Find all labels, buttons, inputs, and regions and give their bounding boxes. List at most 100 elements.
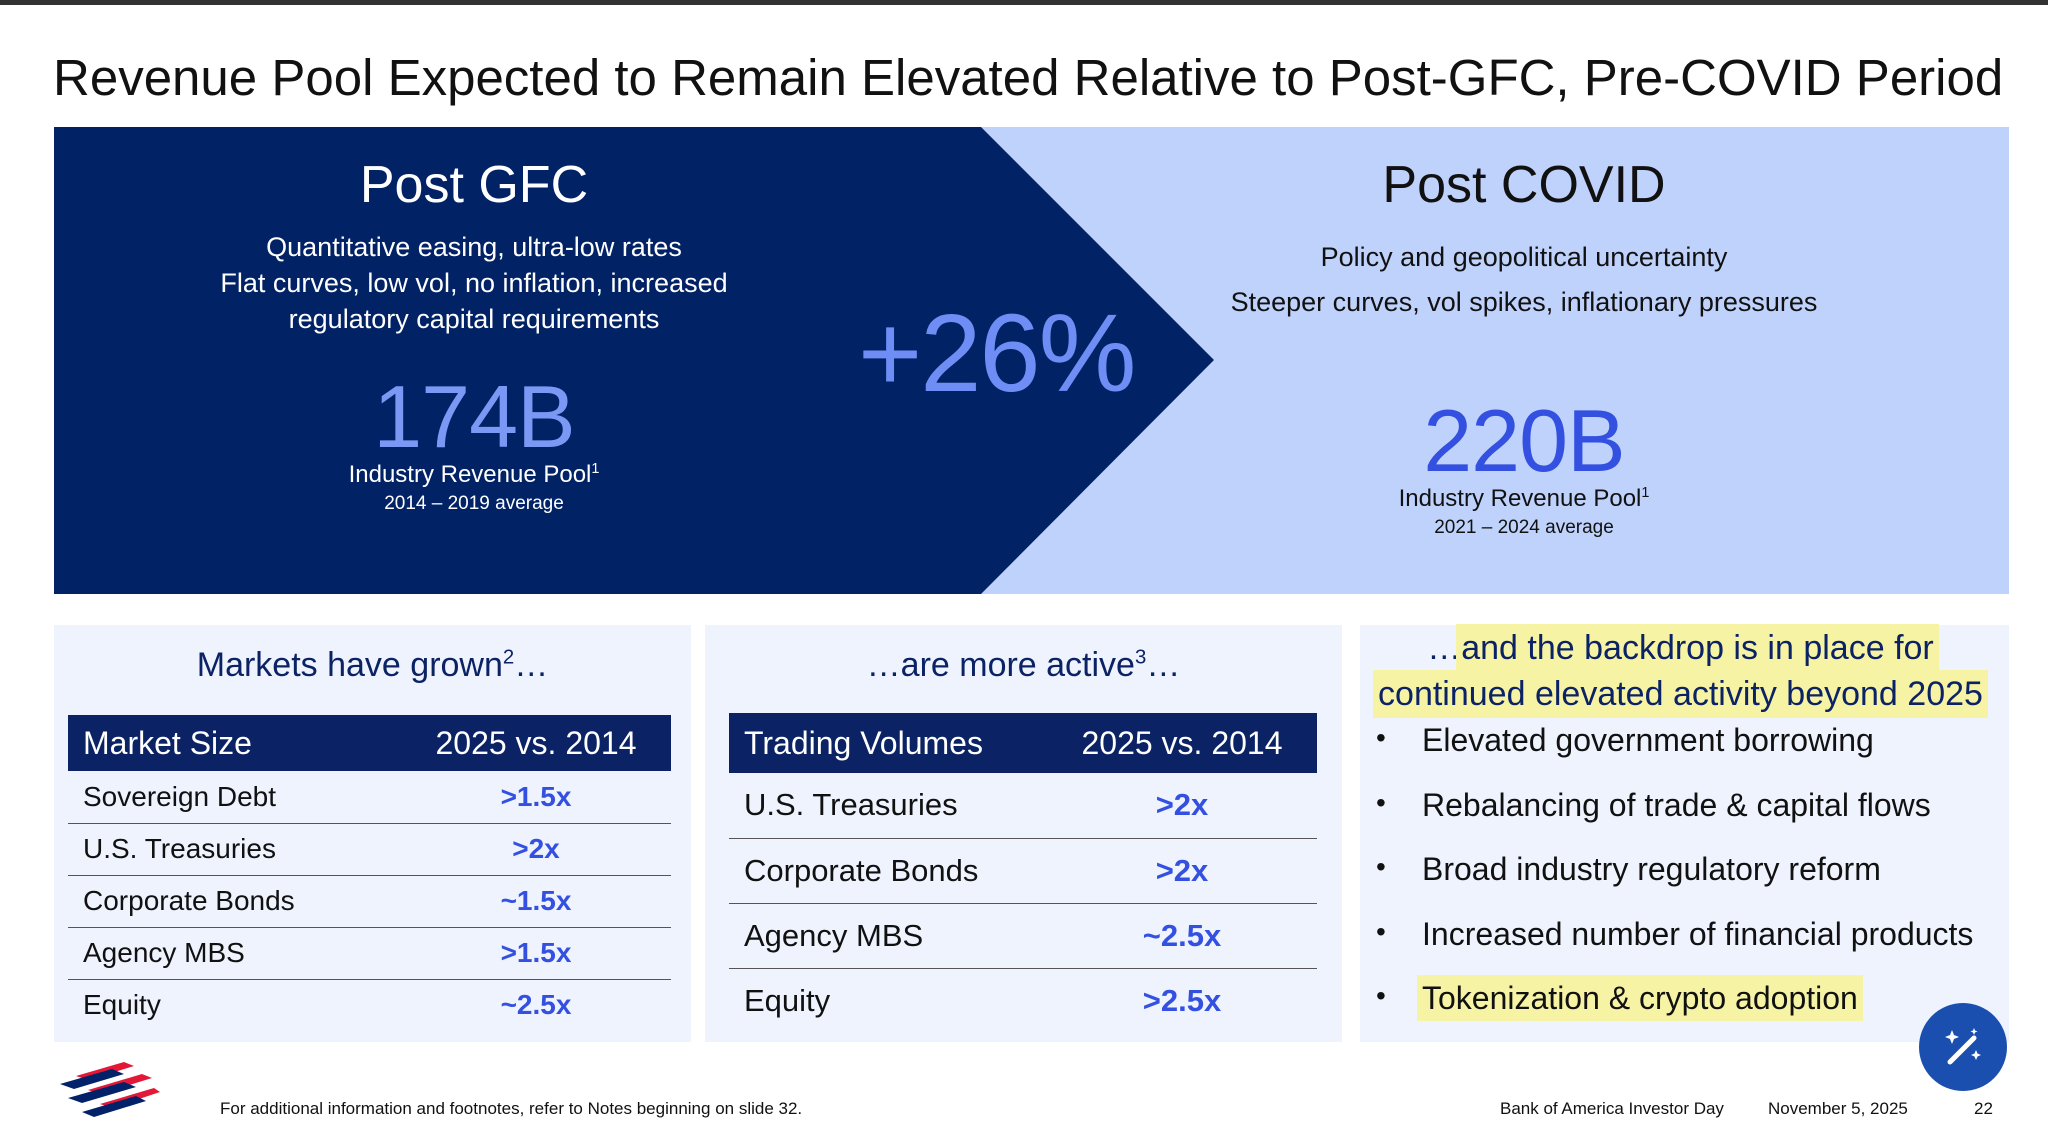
volume-growth-value: >2x — [1047, 773, 1317, 839]
post-gfc-section: Post GFC Quantitative easing, ultra-low … — [54, 155, 894, 515]
pool-label-text: Industry Revenue Pool — [348, 461, 592, 488]
market-name: Corporate Bonds — [68, 875, 401, 928]
volume-growth-value: >2x — [1047, 838, 1317, 904]
list-item: • Tokenization & crypto adoption — [1365, 980, 1973, 1045]
post-gfc-desc-line: Quantitative easing, ultra-low rates — [266, 232, 682, 262]
markets-grown-panel: Markets have grown2… Market Size 2025 vs… — [54, 625, 691, 1042]
post-gfc-title: Post GFC — [359, 156, 589, 214]
magic-wand-icon — [1945, 1028, 1981, 1065]
presentation-date: November 5, 2025 — [1768, 1099, 1908, 1118]
post-covid-section: Post COVID Policy and geopolitical uncer… — [1064, 155, 1984, 539]
table-row: Equity >2.5x — [729, 968, 1317, 1033]
post-covid-description: Policy and geopolitical uncertainty Stee… — [1064, 235, 1984, 325]
list-item: • Rebalancing of trade & capital flows — [1365, 787, 1973, 852]
panel-title-suffix: … — [514, 646, 549, 684]
market-growth-value: >1.5x — [401, 771, 671, 824]
list-item: • Broad industry regulatory reform — [1365, 851, 1973, 916]
instrument-name: Equity — [744, 982, 831, 1018]
title-prefix: … — [1427, 629, 1462, 667]
table-row: Corporate Bonds ~1.5x — [68, 875, 671, 928]
table-row: Agency MBS ~2.5x — [729, 903, 1317, 969]
backdrop-title-line: …and the backdrop is in place for — [1356, 625, 2005, 671]
post-covid-revenue-value: 220B — [1423, 391, 1626, 490]
market-size-table: Market Size 2025 vs. 2014 Sovereign Debt… — [68, 715, 671, 1031]
more-active-panel: …are more active3… Trading Volumes 2025 … — [705, 625, 1342, 1042]
bullet-icon: • — [1376, 722, 1386, 753]
bullet-icon: • — [1376, 851, 1386, 882]
backdrop-title: …and the backdrop is in place for contin… — [1356, 625, 2005, 717]
trading-volumes-table: Trading Volumes 2025 vs. 2014 U.S. Treas… — [729, 713, 1317, 1033]
panel-title-text: …are more active — [866, 646, 1135, 684]
post-covid-pool-label: Industry Revenue Pool1 — [1064, 485, 1984, 513]
more-active-title: …are more active3… — [705, 646, 1342, 685]
post-gfc-pool-label: Industry Revenue Pool1 — [54, 461, 894, 489]
market-growth-value: >1.5x — [401, 927, 671, 980]
post-gfc-desc-line: regulatory capital requirements — [288, 304, 660, 334]
table-row: Sovereign Debt >1.5x — [68, 771, 671, 824]
post-covid-period: 2021 – 2024 average — [1434, 517, 1614, 538]
backdrop-title-line: continued elevated activity beyond 2025 — [1356, 671, 2005, 717]
bullet-text: Elevated government borrowing — [1422, 722, 1874, 758]
pool-label-text: Industry Revenue Pool — [1398, 485, 1642, 512]
column-header: 2025 vs. 2014 — [401, 715, 671, 771]
event-name: Bank of America Investor Day — [1500, 1099, 1724, 1118]
revenue-pool-hero: Post GFC Quantitative easing, ultra-low … — [54, 127, 2009, 594]
market-name: Sovereign Debt — [68, 771, 401, 824]
table-row: Corporate Bonds >2x — [729, 838, 1317, 904]
table-row: U.S. Treasuries >2x — [68, 823, 671, 876]
market-name: Equity — [83, 989, 161, 1021]
footnote-marker: 3 — [1134, 646, 1147, 669]
footnote-reference: For additional information and footnotes… — [220, 1099, 803, 1118]
instrument-name: Agency MBS — [729, 903, 1047, 969]
growth-percentage: +26% — [858, 292, 1136, 415]
bullet-text: Increased number of financial products — [1422, 915, 1974, 952]
market-growth-value: ~2.5x — [500, 989, 572, 1021]
bullet-icon: • — [1376, 915, 1386, 947]
bullet-text: Broad industry regulatory reform — [1422, 851, 1881, 887]
bullet-icon: • — [1376, 980, 1386, 1011]
highlighted-text: continued elevated activity beyond 2025 — [1378, 675, 1983, 713]
table-row: Agency MBS >1.5x — [68, 927, 671, 980]
list-item: • Increased number of financial products — [1365, 916, 1973, 981]
highlighted-bullet-text: Tokenization & crypto adoption — [1422, 980, 1858, 1016]
market-name: U.S. Treasuries — [68, 823, 401, 876]
panel-title-suffix: … — [1146, 646, 1181, 684]
post-gfc-desc-line: Flat curves, low vol, no inflation, incr… — [220, 268, 728, 298]
market-growth-value: >2x — [401, 823, 671, 876]
footnote-marker: 2 — [502, 646, 515, 669]
post-gfc-description: Quantitative easing, ultra-low rates Fla… — [54, 229, 894, 337]
top-border — [0, 0, 2048, 5]
list-item: • Elevated government borrowing — [1365, 722, 1973, 787]
page-number: 22 — [1974, 1099, 1993, 1118]
post-covid-desc-line: Steeper curves, vol spikes, inflationary… — [1230, 287, 1818, 317]
post-covid-desc-line: Policy and geopolitical uncertainty — [1320, 242, 1728, 272]
bank-of-america-flag-logo — [60, 1062, 160, 1117]
table-header-row: Trading Volumes 2025 vs. 2014 — [729, 713, 1317, 773]
footnote-marker: 1 — [1641, 485, 1650, 501]
bullet-icon: • — [1376, 786, 1386, 818]
column-header: Trading Volumes — [729, 713, 1047, 773]
instrument-name: Corporate Bonds — [729, 838, 1047, 904]
instrument-name: U.S. Treasuries — [729, 773, 1047, 839]
column-header: 2025 vs. 2014 — [1047, 713, 1317, 773]
magic-assistant-button[interactable] — [1919, 1003, 2007, 1091]
column-header: Market Size — [68, 715, 401, 771]
volume-growth-value: ~2.5x — [1047, 903, 1317, 969]
table-header-row: Market Size 2025 vs. 2014 — [68, 715, 671, 771]
hero-background — [54, 127, 2009, 594]
highlighted-text: and the backdrop is in place for — [1461, 629, 1934, 667]
slide-title: Revenue Pool Expected to Remain Elevated… — [53, 49, 2004, 106]
market-growth-value: ~1.5x — [401, 875, 671, 928]
post-covid-title: Post COVID — [1382, 156, 1666, 214]
footnote-marker: 1 — [591, 461, 600, 477]
table-row: Equity ~2.5x — [68, 979, 671, 1031]
volume-growth-value: >2.5x — [1142, 982, 1222, 1018]
post-gfc-period: 2014 – 2019 average — [384, 493, 564, 514]
panel-title-text: Markets have grown — [196, 646, 503, 684]
post-gfc-revenue-value: 174B — [373, 367, 576, 466]
bullet-text: Rebalancing of trade & capital flows — [1422, 786, 1931, 823]
table-row: U.S. Treasuries >2x — [729, 773, 1317, 839]
backdrop-bullet-list: • Elevated government borrowing • Rebalanc… — [1365, 722, 1973, 1045]
market-name: Agency MBS — [68, 927, 401, 980]
markets-grown-title: Markets have grown2… — [54, 646, 691, 685]
